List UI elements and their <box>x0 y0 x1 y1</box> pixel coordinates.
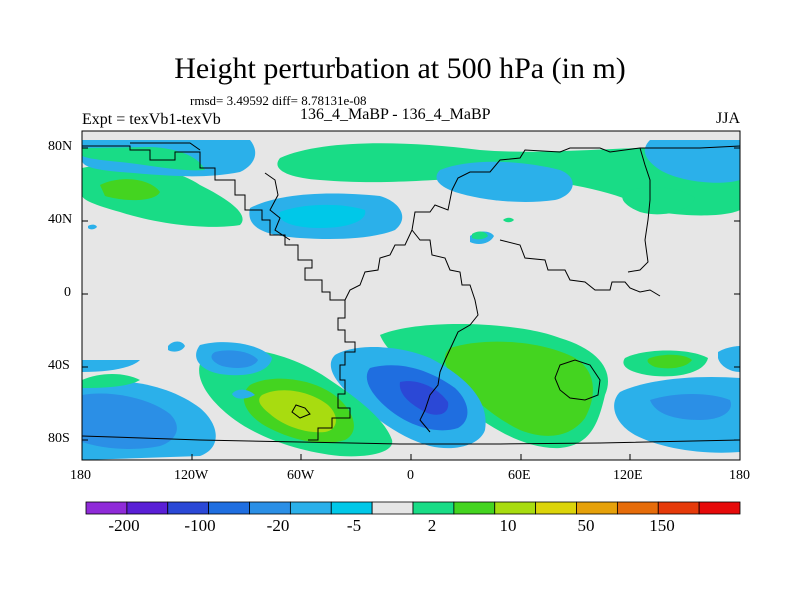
colorbar <box>85 501 741 515</box>
colorbar-label: 10 <box>499 516 517 535</box>
lat-tick-label: 40N <box>48 212 73 227</box>
lon-tick-label: 0 <box>407 468 414 483</box>
lat-tick-label: 80S <box>48 431 70 446</box>
contour-tiny-high <box>503 217 514 223</box>
lon-tick-label: 60W <box>287 468 315 483</box>
colorbar-box <box>289 501 332 515</box>
colorbar-box <box>208 501 250 515</box>
contour-far-se-low <box>718 346 740 372</box>
colorbar-label: -5 <box>346 516 362 535</box>
lon-tick-label: 120E <box>613 468 643 483</box>
contour-s-indian-high <box>444 341 593 436</box>
season-label: JJA <box>715 110 740 127</box>
colorbar-label: 150 <box>649 516 675 535</box>
contour-dot-low <box>88 224 97 230</box>
contour-nh-inner-high <box>100 179 160 201</box>
contour-nh-high-line <box>82 147 205 171</box>
lat-tick-label: 0 <box>64 285 71 300</box>
colorbar-box <box>167 501 210 515</box>
lat-tick-label: 80N <box>48 139 73 154</box>
lon-tick-label: 180 <box>70 468 91 483</box>
case-label: 136_4_MaBP - 136_4_MaBP <box>300 106 491 123</box>
contour-n-atlantic-core <box>279 204 366 228</box>
experiment-label: Expt = texVb1-texVb <box>82 111 221 128</box>
colorbar-box <box>412 501 455 515</box>
colorbar-label: -200 <box>108 516 140 535</box>
colorbar-box <box>249 501 291 515</box>
contour-edge-high <box>732 182 740 200</box>
lon-tick-label: 60E <box>508 468 531 483</box>
colorbar-label: 2 <box>427 516 437 535</box>
contour-s-atlantic-core <box>399 381 449 415</box>
chart-title: Height perturbation at 500 hPa (in m) <box>174 52 626 85</box>
stats-label: rmsd= 3.49592 diff= 8.78131e-08 <box>190 93 367 108</box>
contour-far-east-low <box>644 140 740 183</box>
contour-small-high <box>472 231 488 240</box>
colorbar-label: 50 <box>577 516 595 535</box>
lon-tick-label: 180 <box>729 468 750 483</box>
colorbar-box <box>126 501 169 515</box>
colorbar-label: -20 <box>266 516 290 535</box>
tick-marks <box>81 147 741 460</box>
contour-far-east-high <box>622 187 695 215</box>
coastlines <box>82 142 740 445</box>
contour-field <box>82 140 740 460</box>
colorbar-label: -100 <box>184 516 216 535</box>
lon-tick-label: 120W <box>174 468 209 483</box>
colorbar-box <box>85 501 128 515</box>
colorbar-box <box>576 501 618 515</box>
contour-s-pacific-core <box>259 390 336 433</box>
contour-se-high-core <box>647 354 692 369</box>
colorbar-box <box>657 501 700 515</box>
contour-sw-low-b <box>211 350 258 368</box>
contour-ne-island-low <box>232 389 255 399</box>
colorbar-box <box>698 501 741 515</box>
contour-sw-high-strip <box>82 374 140 388</box>
colorbar-box <box>330 501 373 515</box>
lat-tick-label: 40S <box>48 358 70 373</box>
colorbar-box <box>494 501 537 515</box>
contour-small-sw-low <box>168 341 185 352</box>
colorbar-box <box>371 501 414 515</box>
colorbar-box <box>535 501 577 515</box>
contour-far-sw-core <box>82 393 177 449</box>
contour-se-low-core <box>650 394 731 420</box>
contour-far-ne-band <box>82 360 140 372</box>
colorbar-box <box>453 501 496 515</box>
colorbar-box <box>616 501 659 515</box>
